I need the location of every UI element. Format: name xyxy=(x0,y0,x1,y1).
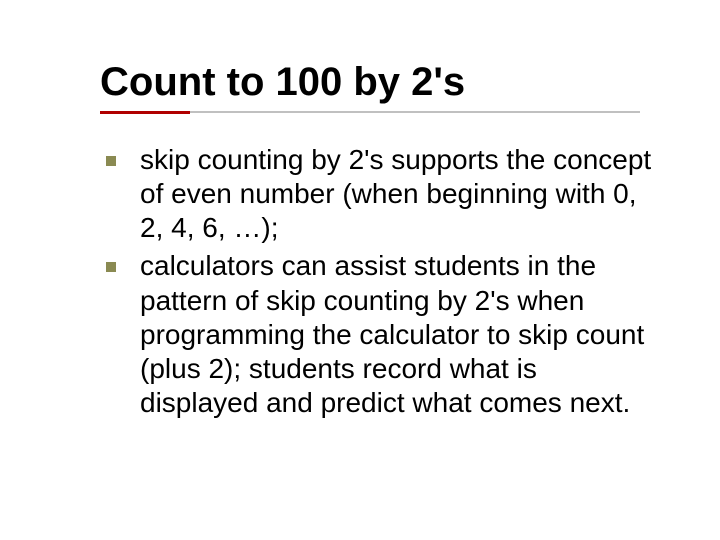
list-item-text: calculators can assist students in the p… xyxy=(140,250,644,418)
slide-container: Count to 100 by 2's skip counting by 2's… xyxy=(0,0,720,540)
list-item: calculators can assist students in the p… xyxy=(140,249,660,420)
title-text-accent: 2's xyxy=(411,60,465,104)
list-item-text: skip counting by 2's supports the concep… xyxy=(140,144,651,243)
square-bullet-icon xyxy=(106,156,116,166)
square-bullet-icon xyxy=(106,262,116,272)
bullet-list: skip counting by 2's supports the concep… xyxy=(100,143,660,420)
list-item: skip counting by 2's supports the concep… xyxy=(140,143,660,245)
title-underline-accent xyxy=(100,111,190,114)
title-text-plain: Count to 100 by xyxy=(100,60,411,104)
slide-title: Count to 100 by 2's xyxy=(100,60,660,105)
title-underline xyxy=(100,111,660,115)
